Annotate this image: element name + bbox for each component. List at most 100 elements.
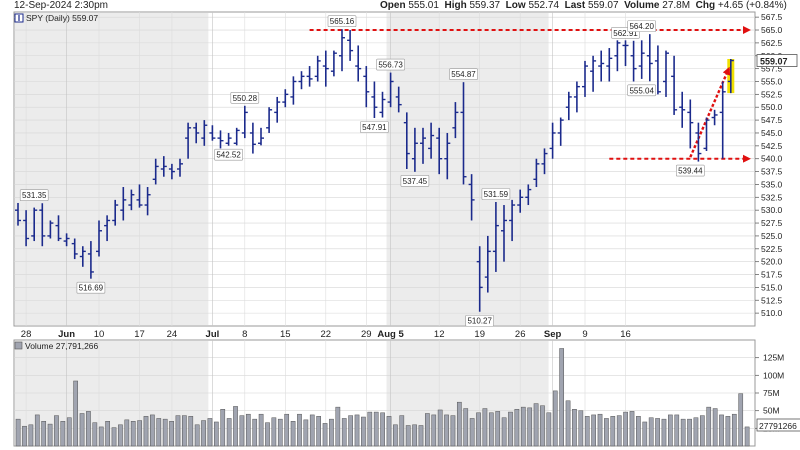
volume-bar <box>412 424 417 447</box>
price-tick-label: 565.0 <box>761 25 783 35</box>
ohlc-bar <box>460 82 467 185</box>
volume-bar <box>175 415 181 447</box>
ohlc-bar <box>258 127 264 146</box>
price-annotation-box <box>327 15 357 27</box>
price-tick-label: 515.0 <box>761 282 783 292</box>
volume-bar <box>514 409 520 447</box>
volume-bar <box>744 426 750 447</box>
volume-bar <box>597 413 603 447</box>
ohlc-bar <box>185 122 192 159</box>
volume-bar <box>712 408 718 447</box>
volume-bar <box>623 411 628 447</box>
ohlc-bar <box>517 189 524 213</box>
price-tick-label: 567.5 <box>761 12 783 22</box>
ohlc-bar <box>322 50 329 87</box>
volume-bar <box>725 416 731 447</box>
date-tick-label: 17 <box>134 329 145 340</box>
ohlc-bar <box>233 127 240 146</box>
volume-bar <box>194 424 200 447</box>
date-tick-label: 26 <box>515 329 526 340</box>
price-annotation-box <box>481 188 511 200</box>
ohlc-bar <box>590 55 597 92</box>
volume-bar <box>22 425 27 447</box>
date-tick-label: 16 <box>620 329 631 340</box>
price-tick-label: 527.5 <box>761 218 783 228</box>
volume-bar <box>655 418 660 447</box>
ohlc-bar <box>719 81 726 159</box>
volume-bar <box>118 424 123 447</box>
volume-label: Volume <box>624 0 660 11</box>
date-tick-label: 12 <box>434 329 445 340</box>
ohlc-bar <box>436 127 443 175</box>
price-annotation: 555.04 <box>629 86 654 95</box>
price-annotation: 547.91 <box>362 123 387 132</box>
ohlc-bar <box>403 112 410 169</box>
ohlc-bar <box>654 45 661 95</box>
volume-bar <box>252 418 258 447</box>
volume-bar <box>213 421 219 447</box>
volume-bar <box>15 418 21 447</box>
volume-bar <box>143 416 149 447</box>
volume-bar <box>610 416 616 447</box>
ohlc-bar <box>177 158 183 177</box>
date-tick-label: 29 <box>361 329 372 340</box>
ohlc-bar <box>420 127 426 164</box>
volume-bar <box>277 418 283 447</box>
volume-bar <box>680 418 686 447</box>
price-annotation-box <box>675 164 705 177</box>
ohlc-bar <box>23 210 30 247</box>
date-tick-label: Sep <box>544 329 562 340</box>
price-annotation: 539.44 <box>678 167 703 176</box>
volume-bar <box>47 423 53 447</box>
volume-bar <box>482 408 488 447</box>
current-volume-badge-label: 27791266 <box>759 421 797 431</box>
ohlc-bar <box>727 58 734 94</box>
ohlc-bar <box>217 130 224 149</box>
legend-label: SPY (Daily) 559.07 <box>26 13 98 23</box>
volume-bar <box>373 411 379 447</box>
ohlc-bar <box>15 202 21 226</box>
price-tick-label: 537.5 <box>761 167 783 177</box>
date-tick-label: Aug 5 <box>377 329 404 340</box>
ohlc-bar <box>355 45 362 82</box>
price-annotation-box <box>360 121 389 133</box>
volume-bar <box>552 390 558 447</box>
price-annotation: 550.28 <box>233 94 258 103</box>
price-tick-label: 530.0 <box>761 205 783 215</box>
ohlc-bar <box>330 50 337 77</box>
open-value: 555.01 <box>408 0 439 11</box>
price-tick-label: 520.0 <box>761 257 783 267</box>
price-annotation: 565.16 <box>330 17 355 26</box>
volume-tick-label: 50M <box>763 406 780 416</box>
volume-bar <box>66 417 72 447</box>
volume-bar <box>450 415 456 447</box>
ohlc-summary: Open 555.01 High 559.37 Low 552.74 Last … <box>380 0 787 12</box>
volume-bar <box>361 416 366 447</box>
chart-header: 12-Sep-2024 2:30pm Open 555.01 High 559.… <box>0 0 800 12</box>
price-tick-label: 550.0 <box>761 102 783 112</box>
volume-bar <box>431 414 437 447</box>
last-value: 559.07 <box>587 0 619 11</box>
ohlc-bar <box>663 50 669 97</box>
price-annotation-box <box>627 84 657 97</box>
price-annotation-box <box>230 91 260 104</box>
price-annotation: 531.59 <box>484 190 509 199</box>
ohlc-bar <box>39 203 46 247</box>
price-tick-label: 542.5 <box>761 141 783 151</box>
volume-bar <box>456 401 462 447</box>
current-volume-badge <box>756 418 800 432</box>
volume-tick-label: 75M <box>763 388 780 398</box>
price-annotation: 510.27 <box>467 317 492 326</box>
month-shade <box>386 13 549 325</box>
volume-bar <box>124 419 130 447</box>
volume-bar <box>591 414 596 447</box>
volume-legend: Volume 27,791,266 <box>14 341 99 351</box>
volume-bar <box>79 413 85 447</box>
ohlc-bar <box>290 76 297 105</box>
ohlc-bar <box>55 215 62 242</box>
price-tick-label: 547.5 <box>761 115 783 125</box>
date-tick-label: Jun <box>58 329 75 340</box>
volume-bar <box>604 418 609 447</box>
volume-bar <box>245 413 251 447</box>
volume-bar <box>239 415 245 447</box>
